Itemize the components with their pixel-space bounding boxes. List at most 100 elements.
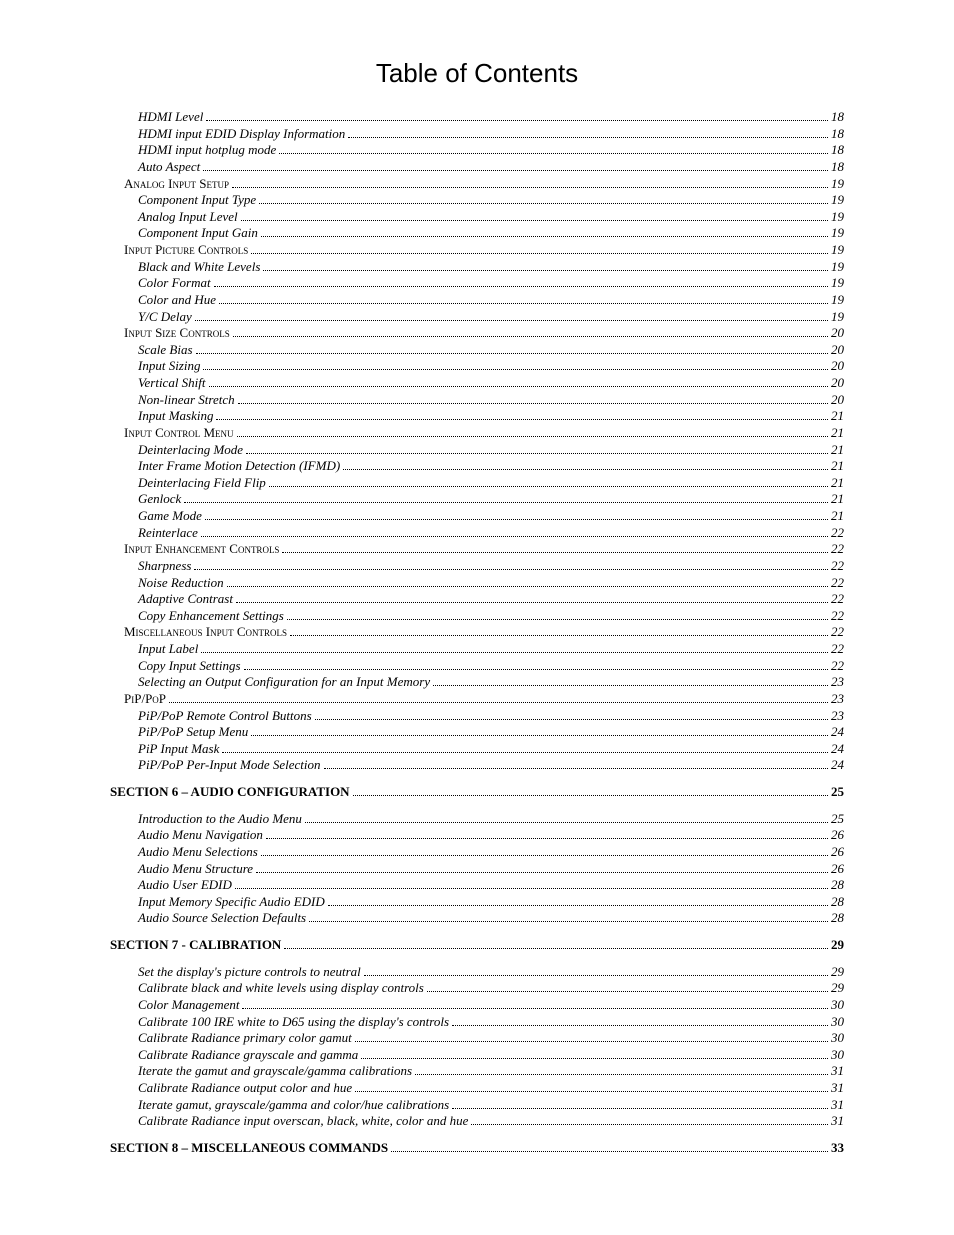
toc-entry: Y/C Delay19 [110, 309, 844, 326]
toc-leader-dots [201, 536, 828, 537]
toc-label: Input Control Menu [124, 425, 234, 442]
toc-label: Vertical Shift [138, 375, 206, 392]
toc-entry: Calibrate Radiance input overscan, black… [110, 1113, 844, 1130]
toc-leader-dots [203, 170, 828, 171]
toc-entry: Input Picture Controls19 [110, 242, 844, 259]
toc-entry: PiP/PoP 23 [110, 691, 844, 708]
toc-entry: Copy Enhancement Settings22 [110, 608, 844, 625]
toc-label: Genlock [138, 491, 181, 508]
toc-page-number: 29 [831, 980, 844, 997]
toc-entry: Input Masking21 [110, 408, 844, 425]
toc-leader-dots [287, 619, 828, 620]
toc-leader-dots [324, 768, 828, 769]
toc-leader-dots [305, 822, 828, 823]
toc-leader-dots [237, 436, 828, 437]
toc-label: Noise Reduction [138, 575, 224, 592]
section-gap [110, 801, 844, 811]
toc-leader-dots [246, 453, 828, 454]
toc-label: Color Management [138, 997, 239, 1014]
toc-page-number: 30 [831, 1030, 844, 1047]
toc-entry: Inter Frame Motion Detection (IFMD)21 [110, 458, 844, 475]
toc-page-number: 31 [831, 1080, 844, 1097]
toc-label: Component Input Gain [138, 225, 258, 242]
toc-page-number: 26 [831, 844, 844, 861]
toc-page-number: 31 [831, 1113, 844, 1130]
toc-entry: Input Sizing20 [110, 358, 844, 375]
toc-leader-dots [203, 369, 828, 370]
toc-label: Iterate the gamut and grayscale/gamma ca… [138, 1063, 412, 1080]
toc-entry: Audio User EDID28 [110, 877, 844, 894]
toc-page-number: 19 [831, 225, 844, 242]
toc-entry: SECTION 8 – MISCELLANEOUS COMMANDS33 [110, 1140, 844, 1157]
toc-label: PiP/PoP [124, 691, 166, 708]
toc-entry: Introduction to the Audio Menu25 [110, 811, 844, 828]
toc-entry: Input Size Controls20 [110, 325, 844, 342]
toc-page-number: 31 [831, 1063, 844, 1080]
toc-leader-dots [269, 486, 828, 487]
toc-entry: Component Input Type19 [110, 192, 844, 209]
toc-label: Deinterlacing Mode [138, 442, 243, 459]
toc-label: SECTION 6 – AUDIO CONFIGURATION [110, 784, 350, 801]
toc-leader-dots [353, 795, 828, 796]
toc-leader-dots [227, 586, 828, 587]
toc-page-number: 19 [831, 259, 844, 276]
toc-page-number: 22 [831, 591, 844, 608]
toc-label: Copy Input Settings [138, 658, 241, 675]
toc-page-number: 18 [831, 159, 844, 176]
toc-entry: Sharpness22 [110, 558, 844, 575]
toc-page-number: 18 [831, 142, 844, 159]
toc-label: Auto Aspect [138, 159, 200, 176]
toc-entry: Vertical Shift 20 [110, 375, 844, 392]
toc-leader-dots [241, 220, 828, 221]
toc-page-number: 18 [831, 109, 844, 126]
toc-page-number: 20 [831, 375, 844, 392]
toc-label: Calibrate 100 IRE white to D65 using the… [138, 1014, 449, 1031]
toc-leader-dots [364, 975, 828, 976]
toc-page-number: 23 [831, 674, 844, 691]
toc-label: Input Memory Specific Audio EDID [138, 894, 325, 911]
toc-leader-dots [233, 336, 828, 337]
toc-label: Introduction to the Audio Menu [138, 811, 302, 828]
toc-entry: HDMI Level18 [110, 109, 844, 126]
toc-leader-dots [195, 320, 828, 321]
toc-page-number: 26 [831, 827, 844, 844]
toc-label: Black and White Levels [138, 259, 260, 276]
toc-page-number: 29 [831, 937, 844, 954]
toc-entry: Iterate gamut, grayscale/gamma and color… [110, 1097, 844, 1114]
toc-leader-dots [266, 838, 828, 839]
toc-entry: Deinterlacing Mode 21 [110, 442, 844, 459]
toc-leader-dots [214, 286, 828, 287]
toc-page-number: 28 [831, 910, 844, 927]
toc-label: PiP/PoP Per-Input Mode Selection [138, 757, 321, 774]
toc-label: Analog Input Level [138, 209, 238, 226]
toc-entry: Input Enhancement Controls22 [110, 541, 844, 558]
toc-entry: Game Mode21 [110, 508, 844, 525]
toc-leader-dots [261, 855, 828, 856]
toc-page-number: 24 [831, 741, 844, 758]
toc-leader-dots [452, 1025, 828, 1026]
toc-label: Input Label [138, 641, 198, 658]
toc-entry: Scale Bias20 [110, 342, 844, 359]
toc-entry: Color Format19 [110, 275, 844, 292]
toc-label: HDMI input hotplug mode [138, 142, 276, 159]
toc-label: Input Picture Controls [124, 242, 248, 259]
toc-label: Input Size Controls [124, 325, 230, 342]
toc-page-number: 24 [831, 724, 844, 741]
toc-entry: Audio Menu Structure26 [110, 861, 844, 878]
toc-page-number: 21 [831, 491, 844, 508]
toc-page-number: 25 [831, 784, 844, 801]
toc-leader-dots [355, 1091, 828, 1092]
toc-leader-dots [433, 685, 828, 686]
toc-page-number: 22 [831, 624, 844, 641]
toc-entry: Reinterlace22 [110, 525, 844, 542]
toc-page-number: 24 [831, 757, 844, 774]
toc-page-number: 21 [831, 442, 844, 459]
toc-leader-dots [238, 403, 828, 404]
toc-entry: PiP Input Mask24 [110, 741, 844, 758]
toc-leader-dots [343, 469, 828, 470]
toc-entry: Genlock 21 [110, 491, 844, 508]
toc-entry: HDMI input EDID Display Information18 [110, 126, 844, 143]
toc-page-number: 23 [831, 691, 844, 708]
toc-page-number: 23 [831, 708, 844, 725]
toc-entry: Input Label22 [110, 641, 844, 658]
